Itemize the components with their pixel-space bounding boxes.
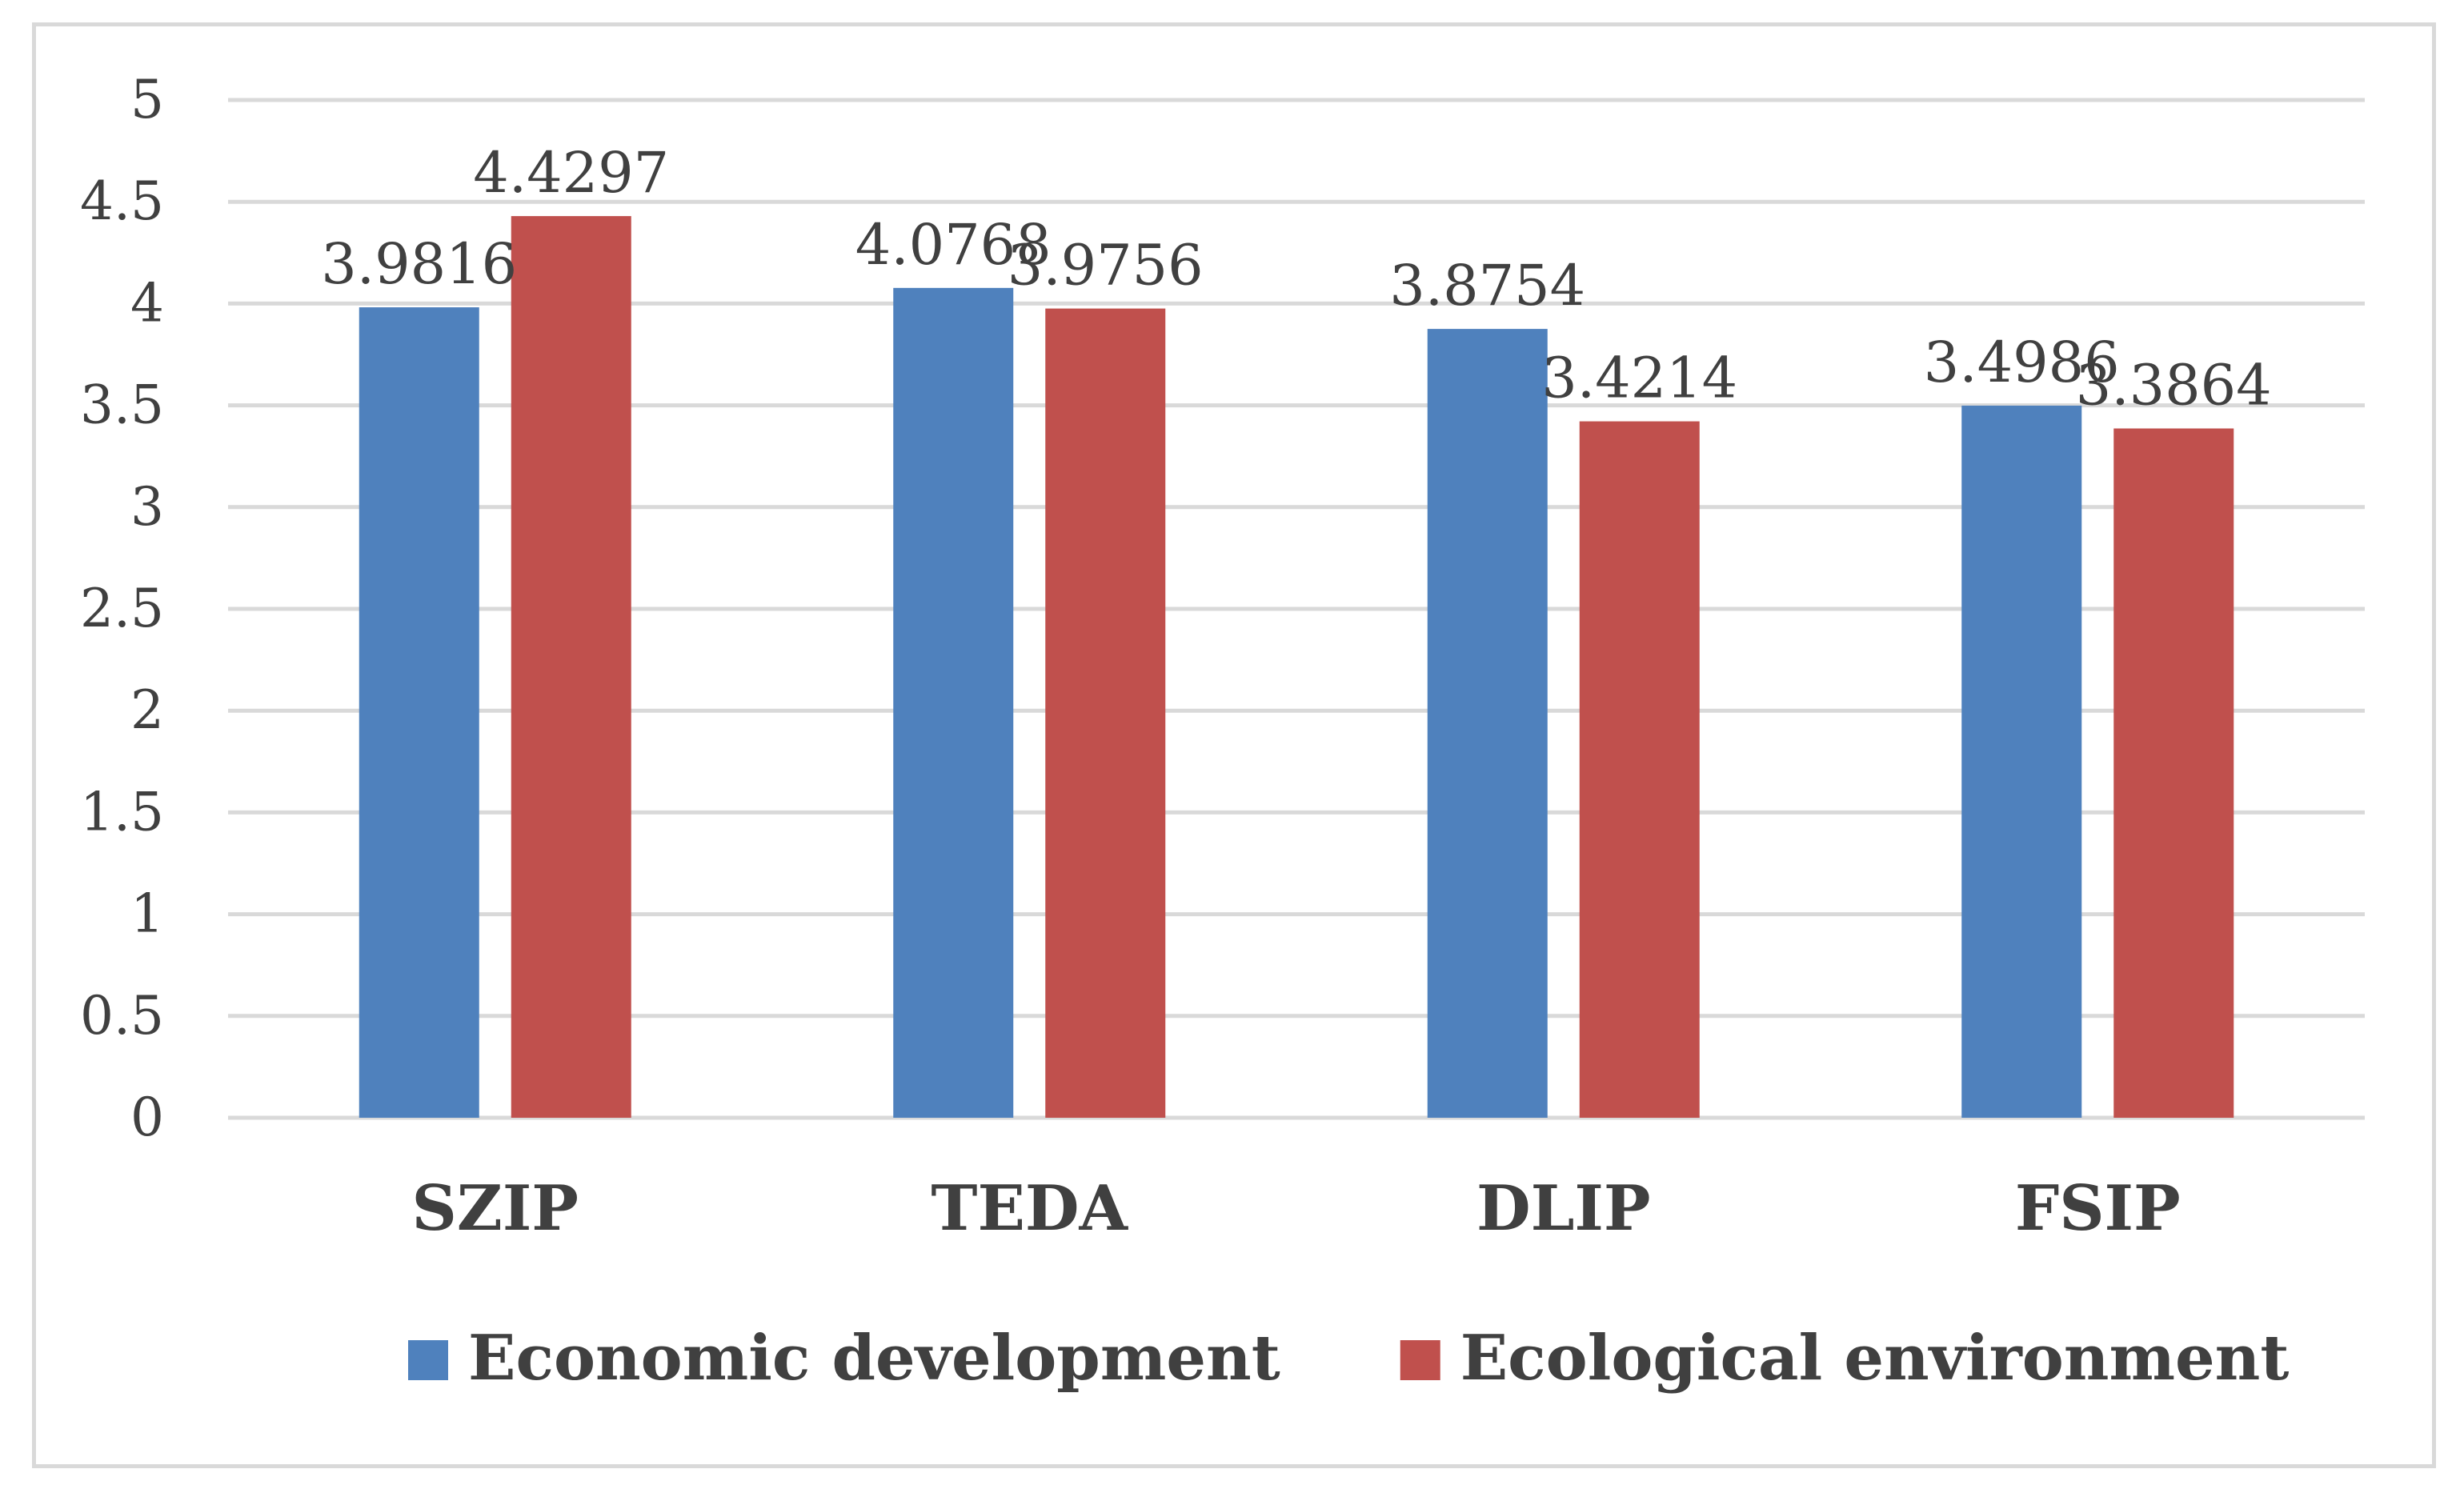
bar-dlip-ecological-environment — [1579, 421, 1700, 1118]
legend: Economic development Ecological environme… — [408, 1322, 2289, 1395]
y-tick-label: 1 — [130, 883, 164, 945]
data-label: 4.0768 — [855, 212, 1052, 278]
data-label: 3.4986 — [1924, 330, 2120, 395]
bar-szip-economic-development — [359, 307, 479, 1119]
y-tick-label: 4 — [130, 272, 164, 334]
legend-label: Ecological environment — [1460, 1322, 2290, 1395]
data-label: 3.9816 — [321, 231, 517, 297]
y-tick-label: 2.5 — [80, 578, 164, 639]
legend-label: Economic development — [468, 1322, 1280, 1395]
y-tick-label: 3 — [130, 476, 164, 538]
bar-teda-economic-development — [893, 287, 1014, 1119]
x-category-label: FSIP — [2015, 1172, 2181, 1245]
bar-fsip-ecological-environment — [2113, 428, 2234, 1118]
legend-swatch-0 — [408, 1340, 448, 1380]
data-label: 4.4297 — [473, 140, 669, 206]
bar-fsip-economic-development — [1961, 405, 2082, 1118]
x-category-label: DLIP — [1476, 1172, 1651, 1245]
data-label: 3.8754 — [1389, 253, 1585, 318]
y-tick-label: 1.5 — [80, 781, 164, 843]
x-category-label: SZIP — [412, 1172, 579, 1245]
data-label: 3.9756 — [1008, 233, 1204, 298]
x-axis-categories: SZIP TEDA DLIP FSIP — [412, 1172, 2181, 1245]
y-tick-label: 0.5 — [80, 985, 164, 1047]
y-tick-label: 2 — [130, 679, 164, 741]
y-tick-label: 0 — [130, 1087, 164, 1148]
y-tick-label: 5 — [130, 69, 164, 130]
bar-szip-ecological-environment — [511, 216, 631, 1118]
legend-swatch-1 — [1400, 1340, 1440, 1380]
data-label: 3.3864 — [2076, 352, 2272, 418]
bar-teda-ecological-environment — [1045, 308, 1166, 1118]
bars — [359, 216, 2234, 1119]
data-label: 3.4214 — [1541, 346, 1737, 411]
y-tick-label: 4.5 — [80, 170, 164, 232]
y-tick-label: 3.5 — [80, 374, 164, 436]
y-axis-ticks: 0 0.5 1 1.5 2 2.5 3 3.5 4 4.5 5 — [80, 69, 164, 1148]
bar-dlip-economic-development — [1427, 329, 1548, 1118]
x-category-label: TEDA — [931, 1172, 1128, 1245]
